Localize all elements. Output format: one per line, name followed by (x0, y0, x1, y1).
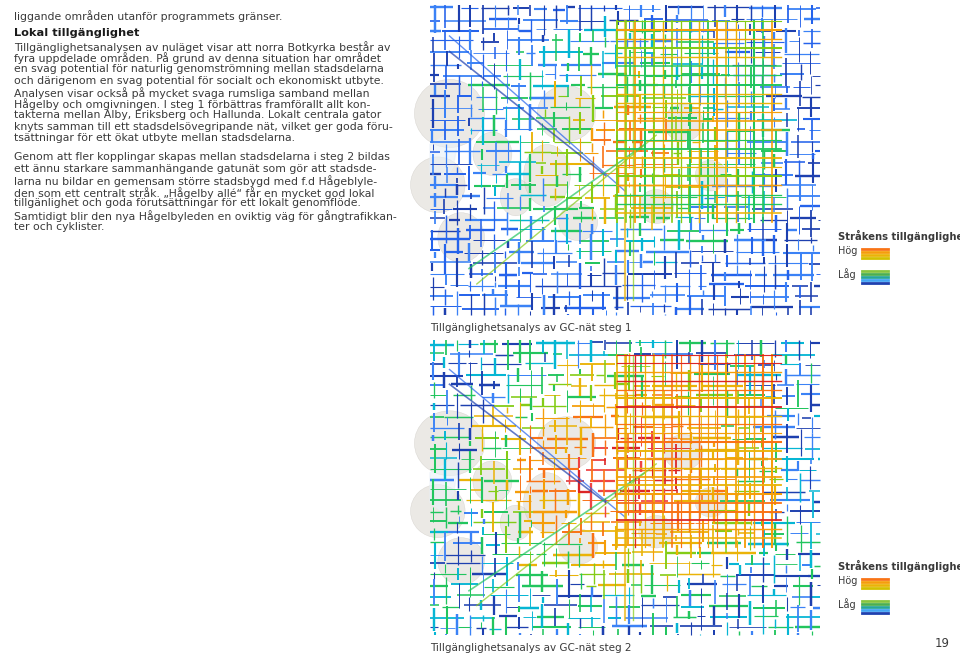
Ellipse shape (411, 485, 465, 538)
Ellipse shape (664, 104, 703, 141)
Text: ter och cyklister.: ter och cyklister. (14, 221, 105, 231)
Ellipse shape (538, 86, 596, 141)
Ellipse shape (473, 132, 512, 176)
Text: Lokal tillgänglighet: Lokal tillgänglighet (14, 27, 139, 38)
Ellipse shape (438, 538, 485, 585)
Text: och därigenom en svag potential för socialt och ekonomiskt utbyte.: och därigenom en svag potential för soci… (14, 76, 384, 86)
Text: Samtidigt blir den nya Hågelbyleden en oviktig väg för gångtrafikkan-: Samtidigt blir den nya Hågelbyleden en o… (14, 210, 396, 222)
Text: knyts samman till ett stadsdelsövegripande nät, vilket ger goda föru-: knyts samman till ett stadsdelsövegripan… (14, 121, 393, 131)
Ellipse shape (411, 157, 465, 213)
Text: liggande områden utanför programmets gränser.: liggande områden utanför programmets grä… (14, 10, 282, 22)
Text: tillgänlighet och goda förutsättningar för ett lokalt genomflöde.: tillgänlighet och goda förutsättningar f… (14, 198, 361, 208)
Text: takterna mellan Alby, Eriksberg och Hallunda. Lokalt centrala gator: takterna mellan Alby, Eriksberg och Hall… (14, 110, 381, 120)
Text: fyra uppdelade områden. På grund av denna situation har området: fyra uppdelade områden. På grund av denn… (14, 52, 381, 64)
Text: Tillgänglighetsanalys av GC-nät steg 1: Tillgänglighetsanalys av GC-nät steg 1 (430, 323, 632, 333)
Ellipse shape (438, 213, 485, 263)
Ellipse shape (523, 145, 570, 206)
Text: Hög: Hög (838, 576, 857, 586)
Ellipse shape (473, 461, 512, 503)
Ellipse shape (500, 505, 532, 540)
Text: Hög: Hög (838, 246, 857, 256)
Polygon shape (430, 123, 461, 185)
Text: Stråkens tillgänglighet: Stråkens tillgänglighet (838, 560, 960, 572)
Ellipse shape (415, 411, 485, 475)
Ellipse shape (538, 417, 596, 470)
Text: Låg: Låg (838, 598, 855, 610)
Ellipse shape (415, 80, 485, 148)
Polygon shape (430, 452, 461, 511)
Ellipse shape (695, 160, 727, 191)
Text: den som ett centralt stråk. „Hågelby allé“ får en mycket god lokal: den som ett centralt stråk. „Hågelby all… (14, 187, 374, 199)
Ellipse shape (664, 434, 703, 470)
Text: Genom att fler kopplingar skapas mellan stadsdelarna i steg 2 bildas: Genom att fler kopplingar skapas mellan … (14, 152, 390, 162)
Text: Tillgänglighetsanalys av GC-nät steg 2: Tillgänglighetsanalys av GC-nät steg 2 (430, 643, 632, 653)
Text: Stråkens tillgänglighet: Stråkens tillgänglighet (838, 230, 960, 242)
Ellipse shape (695, 487, 727, 517)
Text: Låg: Låg (838, 268, 855, 280)
Text: Hågelby och omgivningen. I steg 1 förbättras framförallt allt kon-: Hågelby och omgivningen. I steg 1 förbät… (14, 99, 371, 111)
Ellipse shape (559, 529, 598, 564)
Bar (430, 5, 820, 315)
Text: tsättningar för ett ökat utbyte mellan stadsdelarna.: tsättningar för ett ökat utbyte mellan s… (14, 133, 295, 143)
Ellipse shape (500, 178, 532, 215)
Text: Tillgänglighetsanalysen av nuläget visar att norra Botkyrka består av: Tillgänglighetsanalysen av nuläget visar… (14, 41, 391, 53)
Ellipse shape (638, 190, 674, 223)
Text: 19: 19 (935, 637, 950, 650)
Text: en svag potential för naturlig genomströmning mellan stadsdelarna: en svag potential för naturlig genomströ… (14, 64, 384, 74)
Text: ett ännu starkare sammanhängande gatunät som gör att stadsde-: ett ännu starkare sammanhängande gatunät… (14, 164, 376, 174)
Ellipse shape (638, 516, 674, 548)
Bar (430, 340, 820, 635)
Ellipse shape (559, 204, 598, 241)
Text: larna nu bildar en gemensam större stadsbygd med f.d Hågeblyle-: larna nu bildar en gemensam större stads… (14, 176, 377, 188)
Text: Analysen visar också på mycket svaga rumsliga samband mellan: Analysen visar också på mycket svaga rum… (14, 87, 370, 99)
Ellipse shape (523, 473, 570, 532)
